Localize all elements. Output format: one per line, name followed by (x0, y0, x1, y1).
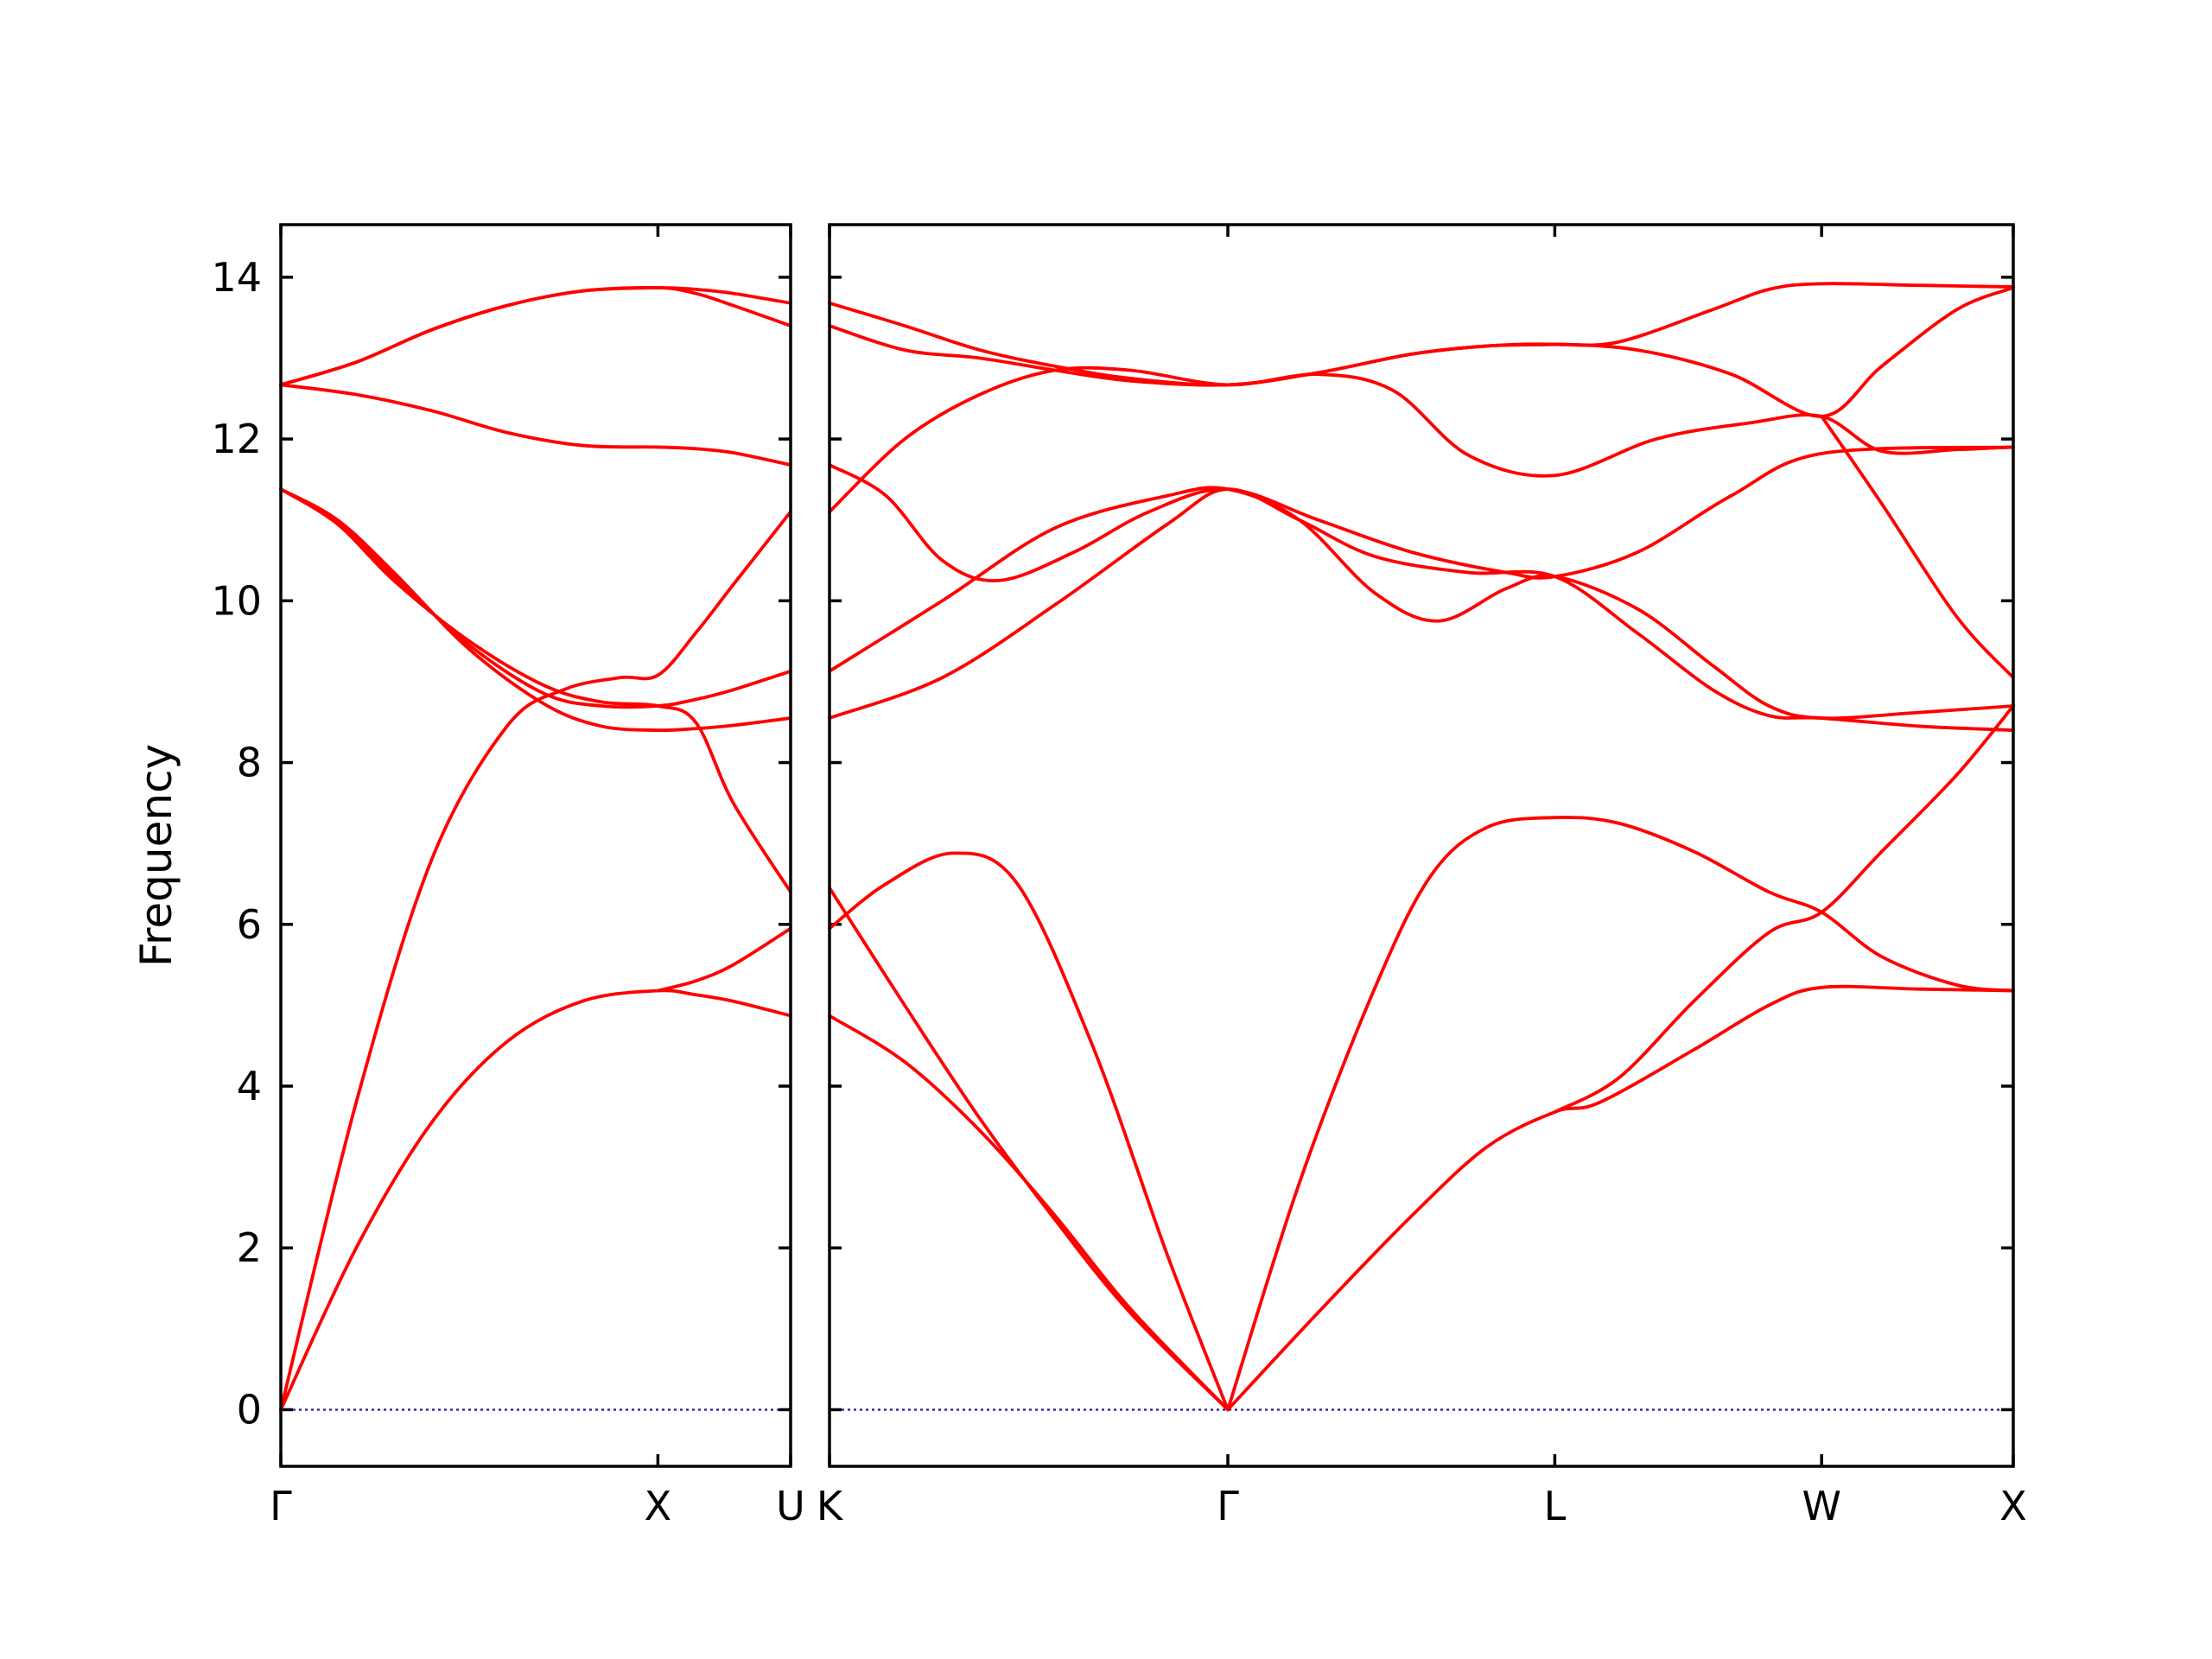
frame-layer (279, 223, 2015, 1468)
x-tick-label: Γ (270, 1483, 292, 1529)
left-band-4 (279, 487, 792, 894)
left-band-7 (279, 286, 792, 387)
bands-layer (279, 282, 2015, 1412)
y-tick-label: 14 (211, 254, 262, 301)
left-panel-frame (279, 223, 792, 1468)
right-band-13 (1820, 414, 2015, 680)
x-tick-label: X (1999, 1483, 2027, 1529)
x-tick-label: Γ (1217, 1483, 1239, 1529)
right-band-4 (1226, 984, 2015, 1412)
y-tick-label: 6 (237, 901, 262, 948)
right-band-8 (828, 486, 2015, 721)
y-tick-label: 2 (237, 1224, 262, 1271)
y-tick-label: 8 (237, 740, 262, 786)
x-tick-label: U (776, 1483, 805, 1529)
y-axis-label: Frequency (131, 744, 181, 967)
left-band-6 (279, 383, 792, 467)
y-tick-label: 4 (237, 1063, 262, 1109)
left-band-8 (279, 285, 792, 387)
y-tick-label: 10 (211, 577, 262, 624)
left-band-9 (656, 926, 792, 993)
y-tick-label: 12 (211, 416, 262, 462)
left-band-3 (279, 487, 792, 733)
right-band-6 (1553, 704, 2015, 1114)
axes-layer: 0 2 4 6 8 10 12 14 Γ X U K Γ L W X (211, 225, 2027, 1529)
right-band-7 (828, 487, 2015, 732)
left-band-2 (279, 510, 792, 1412)
right-band-9 (828, 365, 2015, 514)
x-tick-label: L (1544, 1483, 1567, 1529)
y-tick-label: 0 (237, 1386, 262, 1433)
right-band-10 (828, 445, 2015, 582)
right-band-12 (828, 282, 2015, 387)
right-panel-frame (828, 223, 2015, 1468)
right-band-5 (1226, 816, 2015, 1412)
x-tick-label: K (817, 1483, 844, 1529)
x-tick-label: X (645, 1483, 672, 1529)
right-band-3 (828, 851, 1230, 1412)
left-band-5 (279, 487, 792, 709)
right-band-2 (828, 886, 1230, 1412)
x-tick-label: W (1802, 1483, 1840, 1529)
left-band-1 (279, 988, 792, 1412)
